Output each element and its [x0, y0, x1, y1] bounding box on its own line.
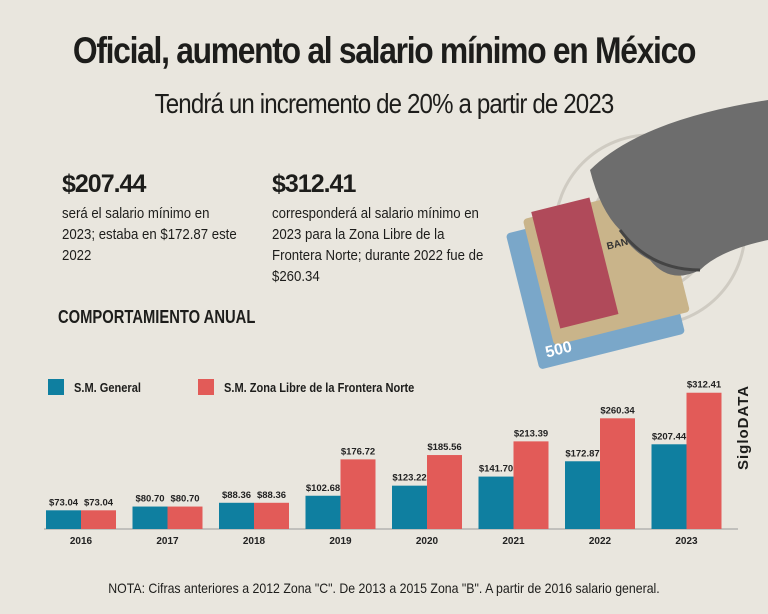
data-label: $185.56	[427, 442, 461, 453]
bar	[651, 444, 687, 529]
bar	[254, 502, 289, 529]
bar	[427, 455, 462, 529]
data-label: $88.36	[222, 490, 251, 501]
bar	[132, 506, 168, 529]
data-label: $73.04	[49, 497, 79, 508]
bar	[340, 459, 376, 529]
stat-text: corresponderá al salario mínimo en 2023 …	[272, 205, 484, 285]
stat-general: $207.44 será el salario mínimo en 2023; …	[62, 170, 262, 266]
stat-value: $312.41	[272, 170, 356, 198]
stat-text: será el salario mínimo en 2023; estaba e…	[62, 205, 237, 264]
data-label: $260.34	[600, 405, 635, 416]
data-label: $213.39	[514, 428, 548, 439]
bar	[686, 392, 722, 529]
bar	[513, 441, 549, 529]
bar	[81, 510, 116, 529]
data-label: $73.04	[84, 497, 114, 508]
data-label: $88.36	[257, 490, 286, 501]
page-title: Oficial, aumento al salario mínimo en Mé…	[72, 30, 697, 71]
hand-money-illustration: BANCO DE MÉXICO 500	[506, 100, 768, 369]
page-subtitle: Tendrá un incremento de 20% a partir de …	[154, 88, 615, 119]
data-label: $80.70	[170, 494, 199, 505]
legend-swatch	[48, 379, 64, 395]
bar-chart: $73.04 $73.04 2016 $80.70 $80.70 2017 $88.36 $8…	[44, 380, 738, 547]
bar	[565, 461, 600, 529]
x-tick-label: 2018	[243, 536, 266, 547]
bar	[478, 476, 514, 529]
stat-frontera: $312.41 corresponderá al salario mínimo …	[272, 170, 522, 287]
bar	[219, 502, 254, 529]
legend-label: S.M. Zona Libre de la Frontera Norte	[224, 379, 415, 395]
x-tick-label: 2020	[416, 536, 439, 547]
bar	[46, 510, 81, 529]
data-label: $141.70	[479, 464, 513, 475]
footnote: NOTA: Cifras anteriores a 2012 Zona "C".…	[108, 580, 660, 596]
data-label: $176.72	[341, 446, 375, 457]
x-tick-label: 2017	[156, 536, 179, 547]
stat-value: $207.44	[62, 170, 146, 198]
section-title: COMPORTAMIENTO ANUAL	[58, 307, 256, 327]
x-tick-label: 2022	[589, 536, 612, 547]
data-label: $172.87	[565, 448, 599, 459]
x-tick-label: 2023	[675, 536, 698, 547]
x-tick-label: 2021	[502, 536, 525, 547]
legend-label: S.M. General	[74, 379, 141, 395]
banknote-denomination: 500	[544, 338, 574, 361]
data-label: $312.41	[687, 380, 722, 391]
bar	[600, 418, 635, 529]
legend-frontera: S.M. Zona Libre de la Frontera Norte	[198, 379, 448, 395]
bar	[167, 506, 203, 529]
data-label: $80.70	[135, 494, 164, 505]
legend-general: S.M. General	[48, 379, 153, 395]
x-tick-label: 2019	[329, 536, 352, 547]
bar	[305, 495, 341, 529]
brand-logo: SigloDATA	[735, 384, 752, 470]
data-label: $123.22	[392, 473, 426, 484]
data-label: $207.44	[652, 431, 687, 442]
x-tick-label: 2016	[70, 536, 93, 547]
legend-swatch	[198, 379, 214, 395]
bar	[392, 485, 427, 529]
data-label: $102.68	[306, 483, 340, 494]
